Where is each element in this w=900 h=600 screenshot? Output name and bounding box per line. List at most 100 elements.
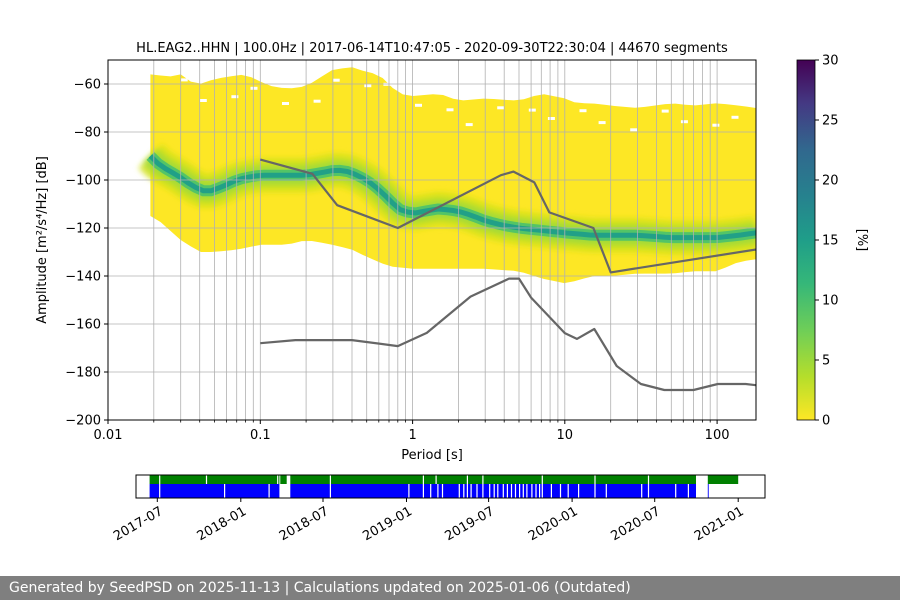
availability-lower-gap [531,484,533,498]
psd-histogram [138,67,756,284]
availability-lower-gap [514,484,517,498]
y-tick-label: −140 [65,270,101,285]
availability-lower-segment [149,484,280,498]
x-tick-label: 100 [705,428,730,443]
psd-gap-speckle [598,121,606,125]
availability-date-ticks: 2017-07 2018-01 2018-07 2019-01 2019-07 2020-… [111,498,747,544]
colorbar-tick-label: 15 [822,234,839,249]
availability-lower-gap [605,484,607,498]
availability-lower-gap [647,484,650,498]
availability-lower-gap [567,484,569,498]
availability-upper-gap [277,475,279,484]
availability-upper-segment [280,475,287,484]
footer-bar: Generated by SeedPSD on 2025-11-13 | Cal… [0,576,900,600]
date-tick-label: 2018-01 [195,504,250,544]
availability-lower-gap [519,484,521,498]
availability-lower-gap [541,484,543,498]
availability-upper-gap [482,475,484,484]
availability-upper-gap [435,475,437,484]
date-tick-label: 2019-07 [442,504,497,544]
y-tick-label: −200 [65,414,101,429]
availability-upper-gap [159,475,161,484]
psd-gap-speckle [680,120,688,124]
availability-lower-gap [224,484,226,498]
psd-gap-speckle [528,108,536,112]
psd-gap-speckle [731,115,739,119]
date-tick-label: 2017-07 [111,504,166,544]
y-tick-label: −120 [65,222,101,237]
availability-upper-gap [329,475,331,484]
availability-lower-gap [594,484,596,498]
colorbar-label: [%] [854,229,869,252]
psd-gap-speckle [250,86,258,90]
availability-lower-gap [329,484,331,498]
availability-lower-gap [539,484,541,498]
x-tick-label: 1 [408,428,416,443]
availability-lower-gap [458,484,460,498]
availability-lower-gap [466,484,468,498]
availability-lower-gap [437,484,439,498]
availability-upper-gap [422,475,424,484]
psd-density-band [148,154,756,241]
availability-upper-gap [594,475,596,484]
psd-gap-speckle [313,99,321,103]
availability-lower-gap [159,484,161,498]
colorbar-tick-label: 30 [822,54,839,69]
x-axis-ticks: 0.01 0.1 1 10 100 [94,420,730,443]
availability-upper-segment [149,475,280,484]
availability-lower-gap [463,484,465,498]
noise-models [260,158,756,392]
plot-frame [107,59,757,421]
y-tick-label: −60 [74,78,101,93]
colorbar-tick-label: 5 [822,354,830,369]
availability-upper-segment [707,475,739,484]
availability-lower-segment [707,484,709,498]
availability-lower-gap [470,484,472,498]
colorbar-tick-label: 25 [822,114,839,129]
availability-lower-gap [268,484,270,498]
grid-lines [108,60,756,421]
chart-title: HL.EAG2..HHN | 100.0Hz | 2017-06-14T10:4… [136,41,728,56]
colorbar-ticks: 0 5 10 15 20 25 30 [815,54,839,429]
availability-upper-gap [647,475,650,484]
availability-lower-gap [522,484,524,498]
availability-lower-segment [290,484,696,498]
availability-lower-gap [489,484,491,498]
availability-lower-gap [497,484,499,498]
availability-lower-gap [476,484,478,498]
availability-upper-gap [466,475,468,484]
availability-lower-gap [687,484,689,498]
psd-gap-speckle [446,108,454,112]
psd-gap-speckle [579,109,587,113]
x-tick-label: 0.1 [250,428,271,443]
psd-gap-speckle [465,123,473,127]
availability-lower-gap [510,484,513,498]
availability-bars [149,475,739,498]
colorbar [796,59,816,421]
date-tick-label: 2021-01 [692,504,747,544]
availability-upper-gap [205,475,208,484]
psd-gap-speckle [199,99,207,102]
y-tick-label: −180 [65,366,101,381]
psd-gap-speckle [231,95,239,99]
colorbar-tick-label: 10 [822,294,839,309]
colorbar-tick-label: 20 [822,174,839,189]
availability-lower-gap [550,484,552,498]
availability-lower-gap [408,484,410,498]
availability-lower-gap [493,484,495,498]
colorbar-tick-label: 0 [822,414,830,429]
psd-gap-speckle [630,128,638,132]
availability-frame [135,474,766,499]
psd-gap-speckle [364,84,372,88]
x-tick-label: 0.01 [94,428,123,443]
availability-upper-gap [541,475,543,484]
availability-lower-gap [578,484,580,498]
availability-lower-gap [526,484,528,498]
nhnm-line [260,158,756,274]
x-axis-label: Period [s] [401,448,463,463]
date-tick-label: 2020-01 [526,504,581,544]
availability-lower-gap [535,484,537,498]
nlnm-line [260,277,756,392]
availability-upper-segment [290,475,696,484]
availability-lower-gap [502,484,504,498]
